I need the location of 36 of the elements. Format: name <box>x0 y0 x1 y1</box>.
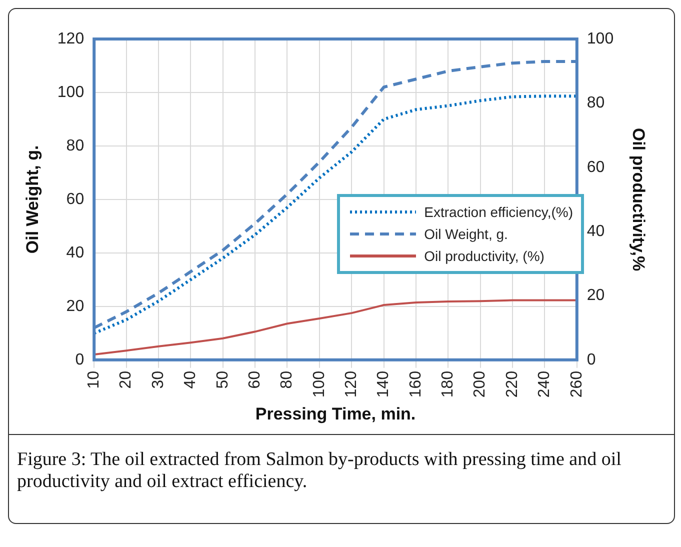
x-tick-label: 50 <box>214 370 232 389</box>
x-tick-label: 30 <box>150 370 167 389</box>
y2-tick-label: 0 <box>586 351 596 368</box>
legend-label: Extraction efficiency,(%) <box>424 203 573 222</box>
y2-tick-label: 80 <box>586 94 605 112</box>
x-axis-title: Pressing Time, min. <box>255 404 416 424</box>
y2-tick-label: 20 <box>586 287 605 304</box>
x-tick-label: 240 <box>536 370 554 398</box>
y-tick-label: 100 <box>57 84 84 101</box>
y-tick-label: 80 <box>66 137 84 154</box>
legend-label: Oil productivity, (%) <box>424 247 544 266</box>
x-tick-label: 40 <box>182 370 200 389</box>
x-tick-label: 80 <box>278 370 296 389</box>
caption: Figure 3: The oil extracted from Salmon by-products with pressing time and oil productivity and oil extract efficiency. <box>17 449 622 493</box>
x-tick-label: 100 <box>310 370 328 398</box>
x-tick-label: 200 <box>472 370 489 398</box>
x-tick-label: 120 <box>343 370 360 398</box>
y-tick-label: 20 <box>66 298 84 315</box>
y-axis-title: Oil Weight, g. <box>22 145 42 254</box>
y2-axis-title: Oil productivity,% <box>629 128 648 272</box>
legend-label: Oil Weight, g. <box>424 225 508 244</box>
x-tick-label: 20 <box>118 370 135 389</box>
x-tick-label: 140 <box>375 370 392 398</box>
y2-tick-label: 40 <box>586 222 605 240</box>
x-tick-label: 10 <box>86 370 102 389</box>
x-tick-label: 180 <box>440 370 457 398</box>
x-tick-label: 220 <box>504 370 521 398</box>
y2-tick-label: 60 <box>586 158 605 176</box>
y-tick-label: 60 <box>66 190 84 208</box>
y2-tick-label: 100 <box>586 30 614 48</box>
y-tick-label: 120 <box>57 30 84 48</box>
x-tick-label: 260 <box>568 370 586 398</box>
x-tick-label: 60 <box>246 370 264 389</box>
y-tick-label: 0 <box>75 351 84 368</box>
y-tick-label: 40 <box>66 244 84 262</box>
x-tick-label: 160 <box>407 370 424 398</box>
